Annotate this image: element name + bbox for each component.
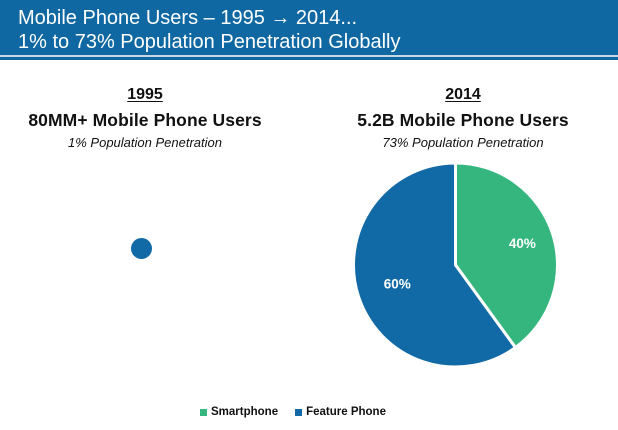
slide-title-line1: Mobile Phone Users – 1995 → 2014... — [18, 7, 358, 29]
legend-swatch-feature-phone — [295, 408, 303, 416]
pie-value-label-smartphone: 40% — [509, 236, 536, 251]
users-headline-2014: 5.2B Mobile Phone Users — [357, 110, 569, 130]
header-divider-blue — [0, 57, 618, 60]
chart-legend: Smartphone Feature Phone — [0, 406, 602, 418]
section-2014: 2014 5.2B Mobile Phone Users 73% Populat… — [318, 86, 608, 150]
users-headline-1995: 80MM+ Mobile Phone Users — [28, 110, 262, 130]
slide-title-line2: 1% to 73% Population Penetration Globall… — [18, 31, 401, 53]
legend-item-smartphone: Smartphone — [200, 406, 278, 418]
pie-value-label-feature-phone: 60% — [384, 276, 411, 291]
pie-chart-2014: 40% 60% — [352, 161, 559, 369]
1995-users-dot-marker — [131, 238, 152, 259]
legend-label-smartphone: Smartphone — [211, 406, 279, 418]
pie-slice-smartphone — [454, 161, 559, 350]
year-heading-2014: 2014 — [445, 86, 481, 103]
header-divider-light — [0, 55, 618, 57]
pie-slice-feature-phone — [352, 161, 517, 369]
penetration-subline-1995: 1% Population Penetration — [68, 135, 222, 150]
legend-label-feature-phone: Feature Phone — [306, 406, 386, 418]
slide-title-bar: Mobile Phone Users – 1995 → 2014... 1% t… — [0, 0, 618, 55]
legend-item-feature-phone: Feature Phone — [295, 406, 386, 418]
legend-swatch-smartphone — [200, 408, 207, 416]
year-heading-1995: 1995 — [127, 86, 163, 103]
section-1995: 1995 80MM+ Mobile Phone Users 1% Populat… — [0, 86, 290, 150]
penetration-subline-2014: 73% Population Penetration — [382, 135, 544, 150]
